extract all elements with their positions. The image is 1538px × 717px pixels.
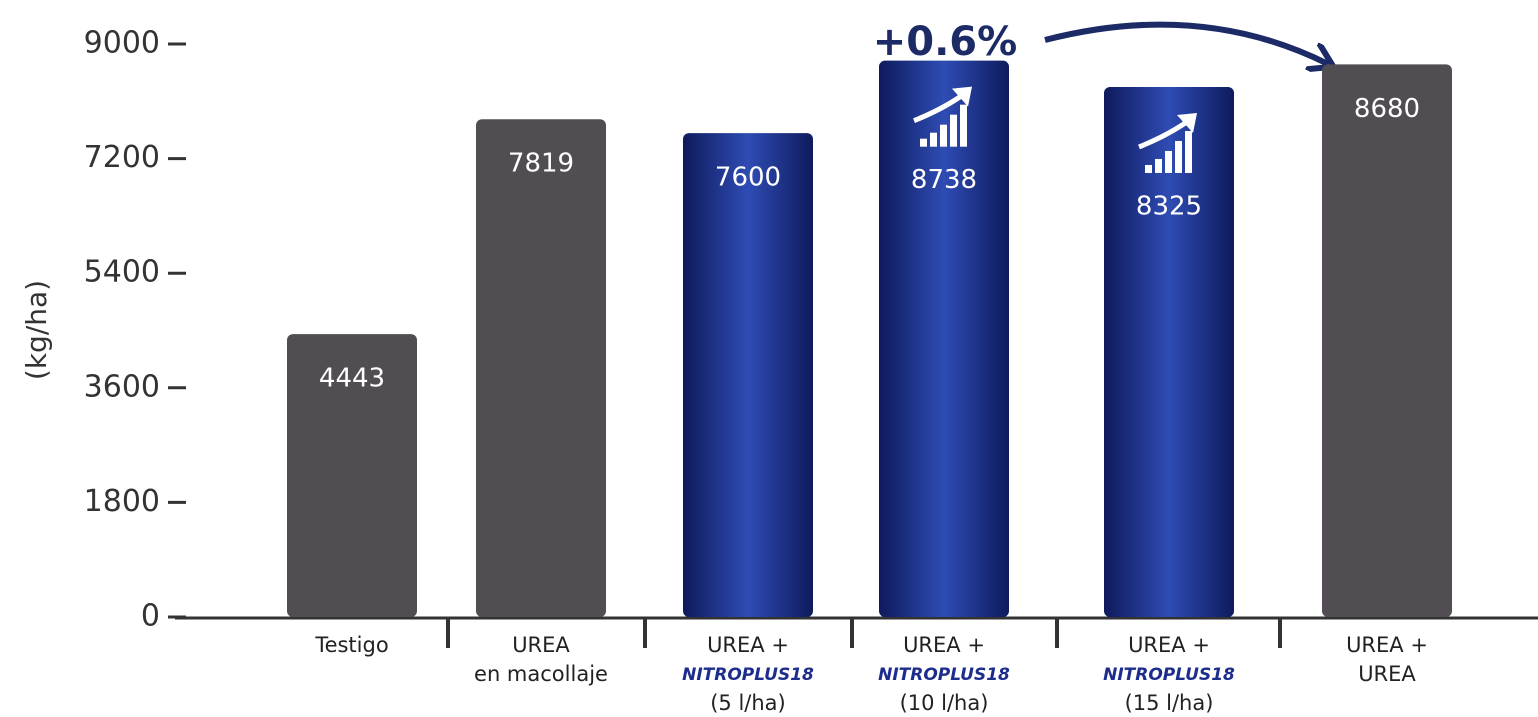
- x-tick-label: UREA +: [707, 633, 789, 657]
- value-label: 8680: [1354, 94, 1420, 124]
- category-logo: NITROPLUS18: [1103, 665, 1235, 685]
- growth-icon: [913, 86, 972, 147]
- value-label: 8738: [911, 165, 977, 195]
- value-label: 7600: [715, 163, 781, 193]
- x-tick-label: UREA +: [1128, 633, 1210, 657]
- y-tick-label: 1800: [84, 484, 160, 519]
- x-tick-label: UREA: [512, 633, 570, 657]
- bar: [879, 60, 1009, 618]
- bar: [683, 133, 813, 617]
- annotation-arrow: [1044, 21, 1328, 64]
- category-logo: NITROPLUS18: [878, 665, 1010, 685]
- bar: [1104, 86, 1234, 618]
- icon-bar: [930, 132, 937, 147]
- icon-bar: [960, 104, 967, 147]
- icon-bar: [940, 124, 947, 147]
- y-axis-label: (kg/ha): [20, 280, 53, 380]
- y-tick-label: 0: [141, 599, 160, 634]
- value-label: 7819: [508, 149, 574, 179]
- x-tick-label: UREA +: [1346, 633, 1428, 657]
- icon-bar: [1155, 158, 1162, 173]
- y-tick-label: 5400: [84, 255, 160, 290]
- x-tick-label: (5 l/ha): [710, 691, 786, 715]
- x-tick-label: (10 l/ha): [900, 691, 989, 715]
- x-tick-label: (15 l/ha): [1125, 691, 1214, 715]
- bar: [287, 334, 417, 617]
- y-tick-label: 3600: [84, 369, 160, 404]
- icon-bar: [950, 114, 957, 147]
- icon-bar: [1165, 150, 1172, 173]
- icon-bar: [1185, 130, 1192, 173]
- icon-bar: [1175, 140, 1182, 173]
- icon-arrowhead: [952, 86, 972, 107]
- category-logo: NITROPLUS18: [682, 665, 814, 685]
- y-tick-label: 7200: [84, 140, 160, 175]
- x-tick-label: Testigo: [314, 633, 388, 657]
- icon-bar: [1145, 164, 1152, 173]
- value-label: 8325: [1136, 191, 1202, 221]
- bar: [476, 119, 606, 617]
- x-tick-label: en macollaje: [474, 662, 608, 686]
- value-label: 4443: [319, 364, 385, 394]
- icon-bar: [920, 138, 927, 147]
- x-tick-label: UREA +: [903, 633, 985, 657]
- annotation: +0.6%: [873, 19, 1017, 65]
- x-tick-label: UREA: [1358, 662, 1416, 686]
- bar: [1322, 64, 1452, 617]
- y-tick-label: 9000: [84, 26, 160, 61]
- icon-arrowhead: [1177, 112, 1197, 133]
- growth-icon: [1138, 112, 1197, 173]
